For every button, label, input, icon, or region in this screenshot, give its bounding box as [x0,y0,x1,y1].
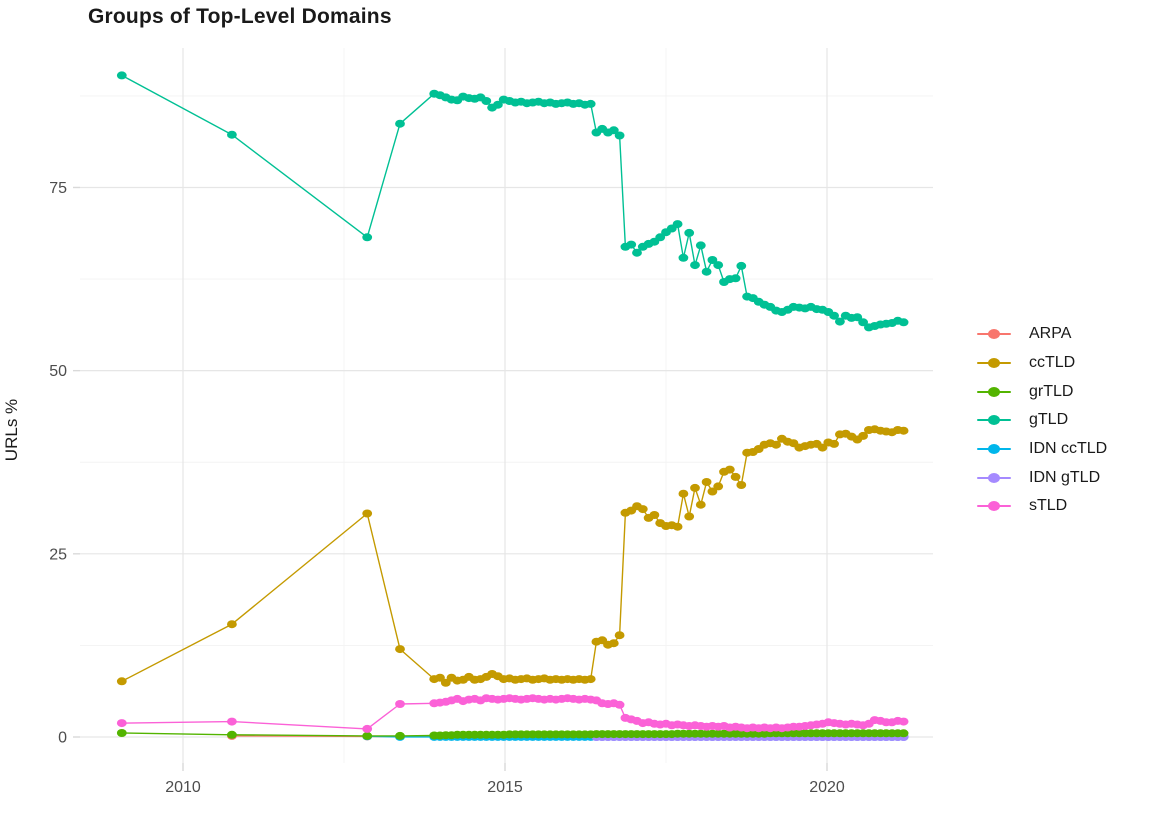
axes: 2010 2015 2020 0 25 50 75 [49,180,845,796]
legend-label: ARPA [1029,325,1072,343]
legend-item-ccTLD: ccTLD [977,349,1107,378]
series-sTLD [116,694,909,733]
legend-key-icon [977,386,1011,398]
y-tick-label: 50 [49,363,67,380]
series-sTLD-points [116,694,909,733]
y-tick-label: 25 [49,546,67,563]
x-tick-label: 2020 [809,779,845,796]
series-gTLD-points [116,71,909,332]
legend-key-icon [977,414,1011,426]
series-grTLD-points [116,729,909,740]
legend-key-icon [977,328,1011,340]
series-ccTLD-line [121,428,904,684]
legend-label: grTLD [1029,382,1074,400]
series-gTLD [116,71,909,332]
x-tick-label: 2015 [487,779,523,796]
legend-label: IDN gTLD [1029,468,1101,486]
legend-key-icon [977,472,1011,484]
legend: ARPA ccTLD grTLD gTLD IDN ccTLD IDN gTLD sTLD [977,320,1107,521]
legend-item-IDN ccTLD: IDN ccTLD [977,435,1107,464]
legend-label: gTLD [1029,411,1069,429]
legend-label: ccTLD [1029,354,1076,372]
series-grTLD [116,729,909,740]
legend-item-ARPA: ARPA [977,320,1107,349]
legend-item-grTLD: grTLD [977,377,1107,406]
y-tick-label: 0 [58,730,67,747]
legend-key-icon [977,500,1011,512]
y-tick-label: 75 [49,180,67,197]
gridlines-minor [80,48,933,763]
gridlines-major [80,48,933,763]
chart-title: Groups of Top-Level Domains [88,5,392,28]
series-ccTLD [116,425,909,687]
legend-item-gTLD: gTLD [977,406,1107,435]
series-gTLD-line [121,74,904,329]
legend-key-icon [977,443,1011,455]
legend-key-icon [977,357,1011,369]
legend-label: IDN ccTLD [1029,440,1108,458]
x-tick-label: 2010 [165,779,201,796]
legend-label: sTLD [1029,497,1068,515]
y-axis-title: URLs % [2,398,21,462]
series-ccTLD-points [116,425,909,687]
legend-item-IDN gTLD: IDN gTLD [977,463,1107,492]
legend-item-sTLD: sTLD [977,492,1107,521]
